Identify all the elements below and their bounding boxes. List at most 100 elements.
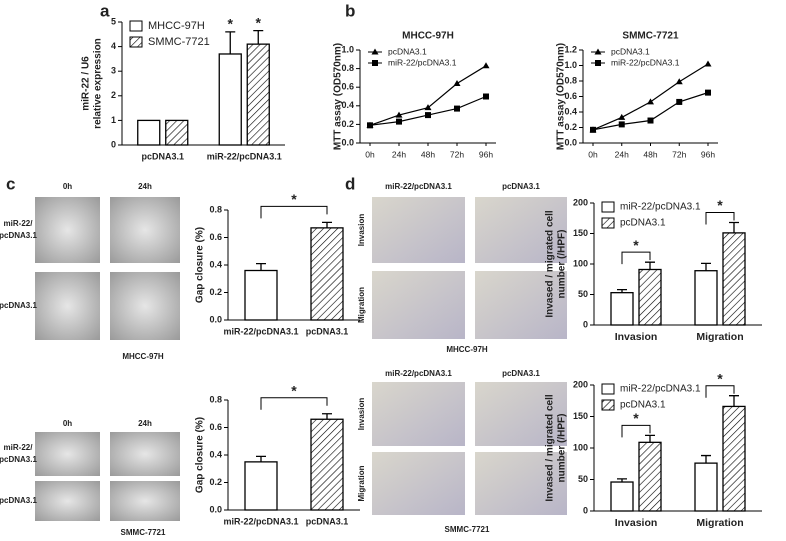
- y-tick-label: 0.0: [564, 137, 577, 147]
- legend-label: miR-22/pcDNA3.1: [620, 202, 701, 213]
- marker: [647, 117, 654, 124]
- y-axis-label: Invased / migrated cell: [545, 210, 556, 317]
- column-header: 24h: [138, 182, 152, 191]
- x-tick-label: 96h: [701, 149, 715, 159]
- bar: [310, 418, 344, 511]
- micrograph: [110, 272, 180, 340]
- y-axis-label: MTT assay (OD570nm): [333, 43, 344, 150]
- legend-swatch: [601, 383, 615, 395]
- y-tick-label: 0.0: [209, 314, 222, 324]
- legend-label: pcDNA3.1: [388, 46, 427, 56]
- error-bar: [701, 454, 711, 464]
- marker: [453, 79, 461, 86]
- error-bar: [322, 413, 332, 420]
- y-tick-label: 0.4: [564, 106, 577, 116]
- bar: [246, 43, 270, 146]
- micrograph: [35, 197, 100, 263]
- row-label: pcDNA3.1: [0, 301, 37, 310]
- y-tick-label: 1: [111, 115, 116, 125]
- x-tick-label: pcDNA3.1: [141, 151, 184, 161]
- bar: [694, 270, 718, 326]
- micrograph: [35, 481, 100, 521]
- x-tick-label: 96h: [479, 149, 493, 159]
- marker: [482, 62, 490, 69]
- y-tick-label: 1.2: [564, 44, 577, 54]
- x-tick-label: Invasion: [615, 517, 658, 529]
- y-tick-label: 0.6: [564, 91, 577, 101]
- error-bar: [645, 434, 655, 443]
- legend-label: miR-22/pcDNA3.1: [388, 57, 457, 67]
- x-tick-label: 48h: [643, 149, 657, 159]
- column-header: pcDNA3.1: [502, 182, 540, 191]
- significance-bracket: [260, 205, 328, 219]
- column-header: 0h: [63, 419, 72, 428]
- marker: [424, 104, 432, 111]
- y-tick-label: 0.2: [209, 477, 222, 487]
- error-bar: [256, 262, 266, 271]
- legend-label: pcDNA3.1: [620, 218, 666, 229]
- marker: [594, 48, 602, 55]
- y-tick-label: 150: [573, 411, 588, 421]
- legend-label: miR-22/pcDNA3.1: [611, 57, 680, 67]
- y-tick-label: 0.4: [341, 100, 354, 110]
- annotation: *: [717, 197, 723, 213]
- annotation: *: [633, 410, 639, 426]
- y-tick-label: 0: [583, 505, 588, 515]
- error-bar: [645, 261, 655, 270]
- annotation: *: [228, 16, 234, 32]
- y-axis-label: number (/HPF): [557, 414, 568, 483]
- row-label: miR-22/: [4, 219, 34, 228]
- y-tick-label: 0.0: [341, 137, 354, 147]
- y-tick-label: 1.0: [341, 44, 354, 54]
- x-tick-label: miR-22/pcDNA3.1: [223, 516, 298, 526]
- x-tick-label: miR-22/pcDNA3.1: [207, 151, 282, 161]
- y-axis-label: miR-22 / U6: [81, 56, 92, 111]
- micrograph: [110, 481, 180, 521]
- y-tick-label: 0.8: [564, 75, 577, 85]
- row-label: Migration: [357, 465, 366, 501]
- y-tick-label: 150: [573, 228, 588, 238]
- marker: [595, 60, 601, 66]
- marker: [371, 48, 379, 55]
- column-header: miR-22/pcDNA3.1: [385, 369, 452, 378]
- y-tick-label: 3: [111, 66, 116, 76]
- y-tick-label: 0.6: [341, 82, 354, 92]
- legend-label: pcDNA3.1: [611, 46, 650, 56]
- significance-bracket: [621, 251, 651, 265]
- x-tick-label: 48h: [421, 149, 435, 159]
- micrograph: [475, 197, 567, 263]
- y-tick-label: 0.2: [209, 287, 222, 297]
- y-tick-label: 0.8: [209, 204, 222, 214]
- y-tick-label: 200: [573, 197, 588, 207]
- y-tick-label: 1.0: [564, 60, 577, 70]
- micrograph: [35, 432, 100, 476]
- micrograph-caption: MHCC-97H: [122, 352, 164, 361]
- chart-title: MHCC-97H: [402, 31, 454, 42]
- x-tick-label: miR-22/pcDNA3.1: [223, 326, 298, 336]
- marker: [483, 93, 489, 100]
- row-label: Invasion: [357, 398, 366, 431]
- y-axis-label: number (/HPF): [557, 230, 568, 299]
- annotation: *: [256, 14, 262, 30]
- y-tick-label: 0.4: [209, 449, 222, 459]
- legend-label: SMMC-7721: [148, 36, 210, 48]
- micrograph: [372, 452, 465, 515]
- bar: [244, 461, 278, 511]
- column-header: 0h: [63, 182, 72, 191]
- micrograph-caption: MHCC-97H: [446, 345, 488, 354]
- marker: [647, 98, 654, 105]
- bar: [165, 119, 189, 146]
- error-bar: [729, 395, 739, 407]
- bar: [638, 268, 662, 326]
- panel-label: b: [345, 1, 355, 20]
- x-tick-label: pcDNA3.1: [306, 326, 349, 336]
- y-tick-label: 100: [573, 442, 588, 452]
- marker: [618, 113, 626, 120]
- y-tick-label: 0.0: [209, 504, 222, 514]
- legend-swatch: [129, 20, 143, 32]
- y-tick-label: 0: [111, 139, 116, 149]
- row-label: pcDNA3.1: [0, 455, 37, 464]
- y-tick-label: 100: [573, 258, 588, 268]
- annotation: *: [291, 191, 297, 207]
- y-tick-label: 4: [111, 41, 116, 51]
